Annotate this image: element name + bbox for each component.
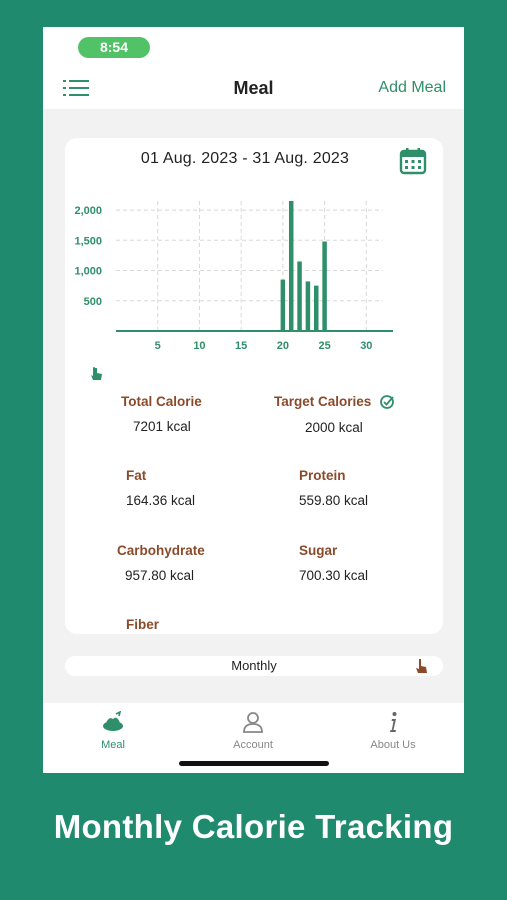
x-tick-label: 15 (235, 340, 247, 352)
x-tick-label: 30 (360, 340, 372, 352)
date-range-label: 01 Aug. 2023 - 31 Aug. 2023 (140, 150, 350, 167)
tab-label: About Us (370, 739, 416, 751)
status-time: 8:54 (78, 37, 150, 58)
stat-sugar: Sugar 700.30 kcal (299, 543, 443, 583)
stat-label: Target Calories (274, 394, 372, 409)
stat-total-calorie: Total Calorie 7201 kcal (121, 394, 291, 434)
calendar-icon[interactable] (399, 147, 427, 175)
stat-label-row: Target Calories (274, 394, 443, 410)
edit-target-icon[interactable] (379, 394, 395, 410)
stat-label: Carbohydrate (117, 543, 205, 558)
summary-card: 01 Aug. 2023 - 31 Aug. 2023 500 1,000 1,50… (65, 138, 443, 634)
promo-caption: Monthly Calorie Tracking (53, 808, 454, 845)
page-title: Meal (233, 78, 274, 98)
tab-meal[interactable]: Meal (43, 711, 183, 751)
stat-protein: Protein 559.80 kcal (299, 468, 443, 508)
stat-fat: Fat 164.36 kcal (126, 468, 296, 508)
stat-label: Fiber (126, 617, 160, 632)
y-tick-label: 500 (84, 296, 102, 308)
chart-bar (305, 281, 311, 331)
tab-account[interactable]: Account (183, 711, 323, 751)
y-tick-label: 2,000 (74, 205, 102, 217)
meal-icon (103, 711, 123, 731)
x-tick-label: 20 (277, 340, 289, 352)
period-selector[interactable]: Monthly (65, 656, 443, 676)
x-tick-label: 10 (193, 340, 205, 352)
stat-value: 700.30 kcal (299, 568, 369, 583)
stat-value: 164.36 kcal (126, 493, 196, 508)
hand-pointer-icon (416, 659, 427, 673)
stat-value: 957.80 kcal (125, 568, 195, 583)
chart-bar (297, 261, 302, 331)
list-menu-icon[interactable] (63, 78, 89, 98)
stat-target-calories: Target Calories 2000 kcal (274, 394, 443, 435)
chart-bar (314, 285, 319, 331)
period-label: Monthly (231, 658, 277, 673)
navigation-bar: Meal Add Meal (43, 67, 464, 109)
stat-label: Fat (126, 468, 147, 483)
tap-hand-icon[interactable] (89, 366, 105, 382)
stat-label: Protein (299, 468, 346, 483)
stat-value: 2000 kcal (305, 420, 363, 436)
y-tick-label: 1,500 (74, 235, 102, 247)
tab-label: Account (233, 739, 273, 751)
home-indicator (179, 761, 329, 766)
chart-bar (288, 201, 294, 331)
account-icon (243, 712, 263, 733)
stat-fiber: Fiber (126, 617, 296, 634)
status-bar: 8:54 (43, 27, 464, 67)
stat-value: 559.80 kcal (299, 493, 369, 508)
stat-label: Total Calorie (121, 394, 202, 409)
tab-about-us[interactable]: About Us (323, 711, 463, 751)
y-tick-label: 1,000 (74, 266, 102, 278)
phone-screen: 8:54 Meal Add Meal 01 Aug. 2023 - 31 Aug… (43, 27, 464, 773)
x-tick-label: 25 (318, 340, 330, 352)
chart-bar (322, 241, 327, 331)
calorie-bar-chart: 500 1,000 1,500 2,000 5 10 15 20 25 30 (74, 201, 393, 352)
x-tick-label: 5 (155, 340, 161, 352)
stat-label: Sugar (299, 543, 338, 558)
info-icon (390, 712, 397, 732)
chart-bar (280, 279, 286, 331)
add-meal-button[interactable]: Add Meal (378, 79, 446, 96)
tab-label: Meal (101, 739, 125, 751)
stat-carbohydrate: Carbohydrate 957.80 kcal (117, 543, 287, 583)
stat-value: 7201 kcal (133, 419, 191, 434)
